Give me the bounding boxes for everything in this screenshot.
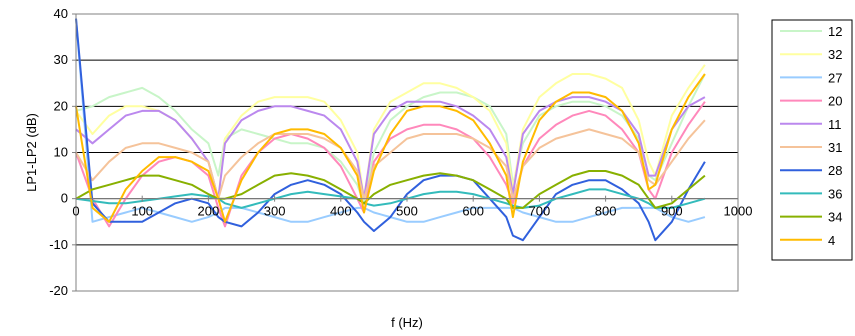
- series-line-31: [75, 119, 706, 200]
- series-line-36: [75, 188, 706, 209]
- y-tick-labels: 40 30 20 10 0 -10 -20: [49, 6, 76, 298]
- legend-label-4: 4: [828, 233, 835, 248]
- y-tick-label: 20: [54, 98, 68, 113]
- x-tick-label: 600: [462, 204, 484, 219]
- legend-label-34: 34: [828, 210, 842, 225]
- x-tick-label: 1000: [724, 204, 753, 219]
- legend-label-11: 11: [828, 117, 842, 132]
- x-tick-label: 200: [198, 204, 220, 219]
- series-line-11: [75, 96, 706, 200]
- legend-label-27: 27: [828, 70, 842, 85]
- x-tick-label: 0: [72, 204, 79, 219]
- x-tick-label: 700: [529, 204, 551, 219]
- legend-label-31: 31: [828, 140, 842, 155]
- x-tick-label: 900: [661, 204, 683, 219]
- y-tick-label: 10: [54, 145, 68, 160]
- legend-label-12: 12: [828, 24, 842, 39]
- legend-label-28: 28: [828, 163, 842, 178]
- legend-label-36: 36: [828, 186, 842, 201]
- y-tick-label: 0: [61, 191, 68, 206]
- legend-label-20: 20: [828, 94, 842, 109]
- x-tick-label: 400: [330, 204, 352, 219]
- x-axis-label: f (Hz): [391, 315, 423, 330]
- y-tick-label: 40: [54, 6, 68, 21]
- legend-box: [771, 19, 853, 261]
- x-tick-label: 500: [396, 204, 418, 219]
- x-tick-label: 300: [264, 204, 286, 219]
- series-line-4: [75, 73, 706, 223]
- x-tick-label: 100: [131, 204, 153, 219]
- y-tick-label: -20: [49, 283, 68, 298]
- x-tick-label: 800: [595, 204, 617, 219]
- y-tick-label: 30: [54, 52, 68, 67]
- legend: 12 32 27 20 11 31 28 36 34 4: [771, 19, 853, 261]
- series-layer: [75, 18, 706, 242]
- legend-label-32: 32: [828, 47, 842, 62]
- y-tick-label: -10: [49, 237, 68, 252]
- series-line-34: [75, 170, 706, 209]
- series-line-12: [75, 73, 706, 205]
- y-axis-label: LP1-LP2 (dB): [24, 113, 39, 192]
- x-tick-labels: 0 100 200 300 400 500 600 700 800 900 1000: [72, 195, 753, 219]
